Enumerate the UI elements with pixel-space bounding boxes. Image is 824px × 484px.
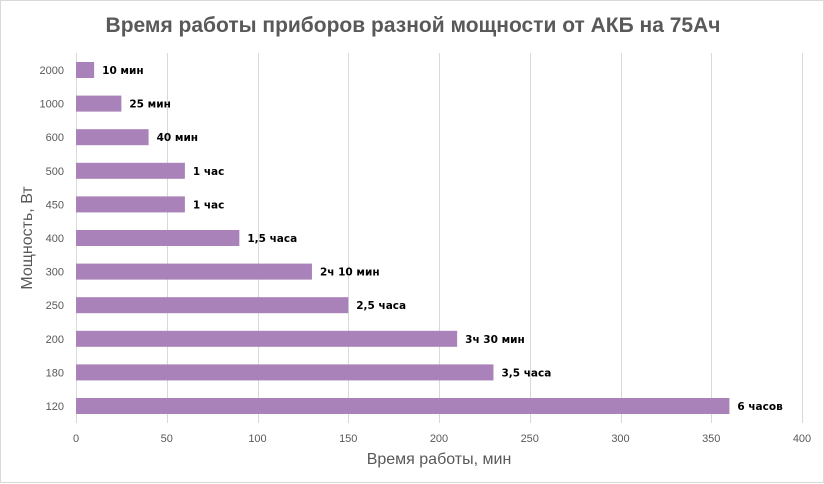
x-axis-title: Время работы, мин [367,451,512,468]
gridlines [76,53,803,423]
x-tick-label: 150 [339,433,357,445]
x-tick-label: 100 [248,433,266,445]
data-label-600: 40 мин [157,132,198,144]
x-tick-label: 50 [161,433,173,445]
y-tick-label: 250 [46,300,64,312]
y-tick-label: 1000 [40,99,64,111]
y-axis-ticks: 2000 1000 600 500 450 400 300 250 200 180 120 [40,65,64,413]
bar-250 [76,297,349,314]
data-label-250: 2,5 часа [356,300,406,312]
x-tick-label: 400 [793,433,811,445]
chart-title: Время работы приборов разной мощности от… [106,14,721,37]
data-label-1000: 25 мин [129,99,170,111]
bar-500 [76,162,185,179]
bar-2000 [76,62,95,78]
bar-600 [76,129,149,146]
x-tick-label: 200 [430,433,448,445]
y-tick-label: 120 [46,401,64,413]
y-tick-label: 600 [46,132,64,144]
bar-300 [76,263,312,280]
x-tick-label: 0 [73,433,79,445]
data-label-450: 1 час [193,199,224,211]
bar-200 [76,330,458,347]
y-tick-label: 450 [46,199,64,211]
bar-1000 [76,95,122,112]
y-tick-label: 300 [46,267,64,279]
y-tick-label: 400 [46,233,64,245]
y-axis-title: Мощность, Вт [19,186,36,290]
x-axis-ticks: 0 50 100 150 200 250 300 350 400 [73,433,811,445]
y-tick-label: 2000 [40,65,64,77]
bar-400 [76,230,240,246]
bar-450 [76,196,185,213]
data-label-300: 2ч 10 мин [320,267,380,279]
bar-180 [76,364,494,381]
data-labels: 10 мин 25 мин 40 мин 1 час 1 час 1,5 часа 2ч 1… [102,65,783,413]
x-tick-label: 300 [611,433,629,445]
bars [76,62,730,414]
y-tick-label: 180 [46,367,64,379]
data-label-120: 6 часов [737,401,783,413]
bar-120 [76,398,730,414]
y-tick-label: 500 [46,166,64,178]
data-label-400: 1,5 часа [247,233,297,245]
x-tick-label: 250 [521,433,539,445]
data-label-2000: 10 мин [102,65,143,77]
data-label-200: 3ч 30 мин [465,334,525,346]
x-tick-label: 350 [702,433,720,445]
y-tick-label: 200 [46,334,64,346]
data-label-180: 3,5 часа [501,367,551,379]
data-label-500: 1 час [193,166,224,178]
